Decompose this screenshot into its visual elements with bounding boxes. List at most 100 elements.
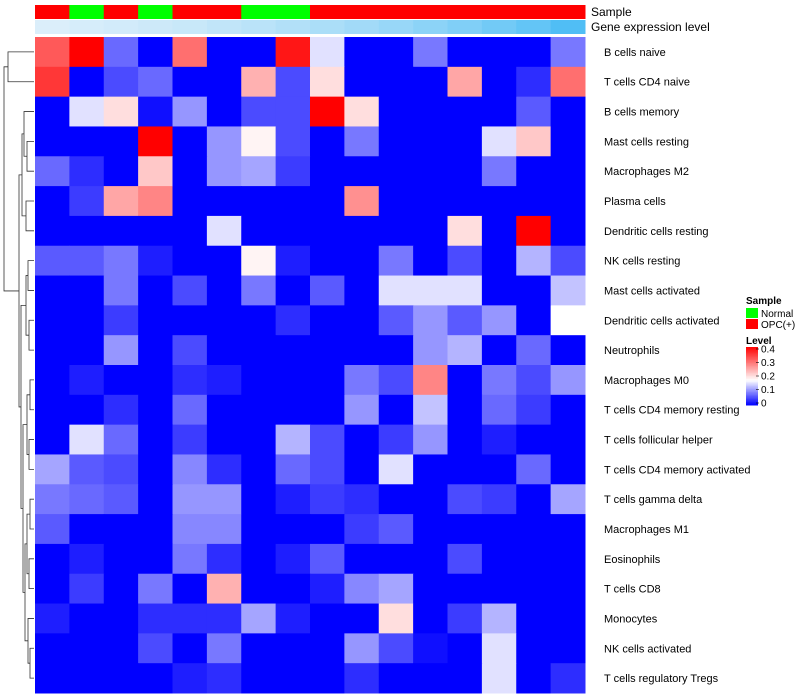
heatmap-cell <box>481 543 517 575</box>
heatmap-cell <box>241 573 277 605</box>
heatmap-cell <box>378 603 414 634</box>
heatmap-cell <box>516 573 552 605</box>
heatmap-cell <box>172 215 208 247</box>
gene-level-annotation-cell <box>310 20 345 34</box>
heatmap-cell <box>516 186 552 217</box>
heatmap-cell <box>447 245 483 277</box>
heatmap-cell <box>310 514 345 545</box>
sample-annotation-cell <box>413 5 448 19</box>
heatmap-cell <box>275 335 311 366</box>
heatmap-cell <box>481 156 517 187</box>
heatmap-cell <box>447 126 483 157</box>
heatmap-cell <box>241 633 277 664</box>
dendrogram-branch <box>3 66 19 292</box>
heatmap-cell <box>344 37 380 68</box>
heatmap-cell <box>516 514 552 545</box>
heatmap-cell <box>103 573 139 605</box>
heatmap-cell <box>275 305 311 336</box>
heatmap-cell <box>550 424 586 455</box>
heatmap-cell <box>35 275 70 306</box>
dendrogram-branch <box>20 304 26 509</box>
heatmap-cell <box>241 245 277 277</box>
heatmap-cell <box>550 663 586 694</box>
row-label: Eosinophils <box>604 554 661 566</box>
heatmap-cell <box>413 663 448 694</box>
heatmap-cell <box>35 603 70 634</box>
heatmap-cell <box>206 484 242 515</box>
heatmap-cell <box>344 215 380 247</box>
legend-gradient-step <box>746 362 758 365</box>
heatmap-cell <box>206 365 242 396</box>
row-label: B cells memory <box>604 107 680 119</box>
heatmap-cell <box>481 484 517 515</box>
heatmap-cell <box>481 573 517 605</box>
heatmap-cell <box>138 543 173 575</box>
heatmap-cell <box>103 335 139 366</box>
heatmap-cell <box>344 484 380 515</box>
heatmap-cell <box>413 543 448 575</box>
legend-swatch <box>746 308 758 318</box>
row-label: Mast cells activated <box>604 285 700 297</box>
heatmap-cell <box>138 126 173 157</box>
heatmap-cell <box>275 514 311 545</box>
heatmap-cell <box>516 424 552 455</box>
heatmap-cell <box>550 186 586 217</box>
track-label-sample: Sample <box>591 5 632 19</box>
gene-level-annotation-cell <box>241 20 277 34</box>
gene-level-annotation-cell <box>138 20 173 34</box>
heatmap-cell <box>310 573 345 605</box>
heatmap-cell <box>206 305 242 336</box>
row-label: T cells CD4 memory activated <box>604 464 751 476</box>
heatmap-cell <box>378 454 414 485</box>
heatmap-cell <box>378 484 414 515</box>
heatmap-cell <box>310 186 345 217</box>
heatmap-cell <box>172 633 208 664</box>
heatmap-cell <box>344 245 380 277</box>
heatmap-cell <box>35 215 70 247</box>
heatmap-cell <box>241 335 277 366</box>
heatmap-cell <box>275 215 311 247</box>
heatmap-cell <box>69 126 105 157</box>
heatmap-cell <box>69 543 105 575</box>
dendrogram-branch <box>24 543 28 642</box>
heatmap-cell <box>413 156 448 187</box>
heatmap-cell <box>138 663 173 694</box>
heatmap-cell <box>69 633 105 664</box>
heatmap-cell <box>550 275 586 306</box>
heatmap-cell <box>69 663 105 694</box>
heatmap-cell <box>275 245 311 277</box>
heatmap-cell <box>310 543 345 575</box>
heatmap-cell <box>35 156 70 187</box>
heatmap-cell <box>138 514 173 545</box>
heatmap-cell <box>206 126 242 157</box>
legend-gradient-step <box>746 399 758 402</box>
heatmap-cell <box>516 96 552 127</box>
heatmap-cell <box>103 96 139 127</box>
heatmap-cell <box>103 424 139 455</box>
heatmap-cell <box>241 394 277 426</box>
heatmap-cell <box>378 96 414 127</box>
heatmap-cell <box>550 335 586 366</box>
heatmap-cell <box>413 454 448 485</box>
gene-level-annotation-cell <box>206 20 242 34</box>
row-label: Plasma cells <box>604 196 666 208</box>
heatmap-cell <box>310 633 345 664</box>
dendrogram-branch <box>27 260 34 291</box>
legend-gradient-step <box>746 384 758 387</box>
heatmap-cell <box>172 305 208 336</box>
heatmap-cell <box>378 275 414 306</box>
heatmap-cell <box>550 365 586 396</box>
dendrogram-branch <box>26 513 30 575</box>
heatmap-cell <box>413 514 448 545</box>
heatmap-cell <box>516 543 552 575</box>
heatmap-cell <box>378 365 414 396</box>
sample-annotation-cell <box>447 5 483 19</box>
heatmap-cell <box>344 454 380 485</box>
heatmap-cell <box>481 424 517 455</box>
heatmap-cell <box>481 663 517 694</box>
heatmap-cell <box>344 305 380 336</box>
heatmap-cell <box>103 514 139 545</box>
heatmap-cell <box>550 96 586 127</box>
heatmap-cell <box>35 335 70 366</box>
heatmap-cell <box>103 543 139 575</box>
